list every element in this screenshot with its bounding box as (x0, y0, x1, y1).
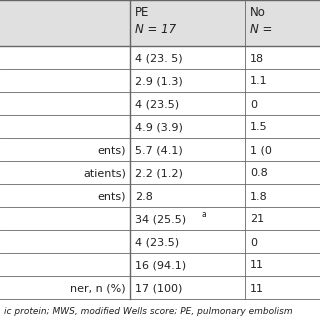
Text: 4.9 (3.9): 4.9 (3.9) (135, 123, 183, 132)
Bar (0, 299, 320, 320)
Bar (0, 92, 320, 115)
Text: 2.8: 2.8 (135, 191, 153, 202)
Text: 11: 11 (250, 284, 264, 293)
Text: No: No (250, 6, 266, 19)
Text: 17 (100): 17 (100) (135, 284, 182, 293)
Text: PE: PE (135, 6, 149, 19)
Text: 16 (94.1): 16 (94.1) (135, 260, 186, 270)
Text: 2.9 (1.3): 2.9 (1.3) (135, 76, 183, 86)
Text: a: a (202, 210, 207, 219)
Bar (0, 115, 320, 138)
Text: 21: 21 (250, 214, 264, 225)
Text: 11: 11 (250, 260, 264, 270)
Text: 0: 0 (250, 100, 257, 109)
Text: ents): ents) (98, 191, 126, 202)
Text: 1 (0: 1 (0 (250, 146, 272, 156)
Text: 4 (23. 5): 4 (23. 5) (135, 53, 183, 63)
Bar (0, 138, 320, 161)
Text: atients): atients) (83, 169, 126, 179)
Bar (0, 46, 320, 69)
Text: ic protein; MWS, modified Wells score; PE, pulmonary embolism: ic protein; MWS, modified Wells score; P… (4, 307, 292, 316)
Text: 1.1: 1.1 (250, 76, 268, 86)
Bar (0, 276, 320, 299)
Text: 5.7 (4.1): 5.7 (4.1) (135, 146, 183, 156)
Text: 34 (25.5): 34 (25.5) (135, 214, 186, 225)
Text: 2.2 (1.2): 2.2 (1.2) (135, 169, 183, 179)
Bar (0, 207, 320, 230)
Text: 1.5: 1.5 (250, 123, 268, 132)
Bar (0, 230, 320, 253)
Text: 0: 0 (250, 237, 257, 247)
Bar (0, 69, 320, 92)
Bar (0, 253, 320, 276)
Text: ents): ents) (98, 146, 126, 156)
Text: 4 (23.5): 4 (23.5) (135, 100, 179, 109)
Text: N = 17: N = 17 (135, 23, 176, 36)
Text: N =: N = (250, 23, 272, 36)
Text: 4 (23.5): 4 (23.5) (135, 237, 179, 247)
Bar (0, 0, 320, 46)
Bar (0, 161, 320, 184)
Text: 18: 18 (250, 53, 264, 63)
Bar (0, 184, 320, 207)
Text: 1.8: 1.8 (250, 191, 268, 202)
Text: 0.8: 0.8 (250, 169, 268, 179)
Text: ner, n (%): ner, n (%) (70, 284, 126, 293)
